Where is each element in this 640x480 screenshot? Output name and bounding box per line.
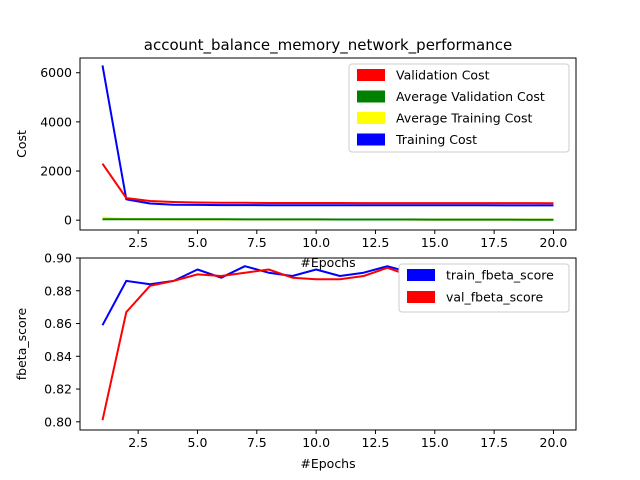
cost-chart-x-tick-label: 12.5 [362,235,390,250]
fbeta-chart-legend-swatch-train-fbeta-score [407,269,435,281]
cost-chart-legend: Validation Cost Average Validation Cost Av… [348,63,570,153]
fbeta-chart-y-tick-label: 0.86 [44,316,72,331]
cost-chart-legend-swatch-training-cost [357,133,385,146]
fbeta-chart: 2.5 5.0 7.5 10.0 12.5 15.0 17.5 20.0 0.800.820.… [14,251,577,471]
cost-chart-x-tick-label: 2.5 [128,235,148,250]
fbeta-chart-x-tick-label: 17.5 [480,435,508,450]
fbeta-chart-x-tick-label: 12.5 [362,435,390,450]
fbeta-chart-y-tick-label: 0.90 [44,251,72,266]
fbeta-chart-y-ticks: 0.80 0.82 0.84 0.86 0.88 0.90 [44,251,80,429]
cost-chart-x-label: #Epochs [300,255,355,270]
cost-chart-line-training-cost [101,65,554,207]
fbeta-chart-x-tick-label: 5.0 [188,435,208,450]
cost-chart-x-tick-label: 15.0 [421,235,449,250]
fbeta-chart-y-label: fbeta_score [14,307,29,380]
fbeta-chart-y-tick-label: 0.80 [44,414,72,429]
fbeta-chart-x-tick-label: 7.5 [247,435,267,450]
cost-chart-line-validation-cost [101,163,554,205]
cost-chart-series [101,65,554,221]
cost-chart: account_balance_memory_network_performan… [14,36,577,270]
cost-chart-y-label: Cost [14,130,29,158]
cost-chart-legend-swatch-average-validation-cost [357,90,385,103]
cost-chart-y-tick-label: 2000 [40,164,72,179]
cost-chart-legend-label-average-validation-cost: Average Validation Cost [396,89,545,104]
cost-chart-line-average-validation-cost [102,218,554,221]
cost-chart-x-tick-label: 7.5 [247,235,267,250]
cost-chart-x-ticks: 2.5 5.0 7.5 10.0 12.5 15.0 17.5 20.0 [128,230,567,250]
cost-chart-x-tick-label: 17.5 [480,235,508,250]
cost-chart-y-ticks: 0 2000 4000 6000 [40,65,80,228]
fbeta-chart-x-ticks: 2.5 5.0 7.5 10.0 12.5 15.0 17.5 20.0 [128,430,567,450]
fbeta-chart-x-label: #Epochs [300,456,355,471]
fbeta-chart-frame [79,257,577,431]
fbeta-chart-legend-label-val-fbeta-score: val_fbeta_score [446,290,544,305]
cost-chart-frame [79,57,577,231]
fbeta-chart-x-tick-label: 2.5 [128,435,148,450]
cost-chart-legend-box [348,63,570,153]
cost-chart-legend-label-validation-cost: Validation Cost [396,68,490,83]
cost-chart-x-tick-label: 10.0 [302,235,330,250]
cost-chart-y-tick-label: 6000 [40,65,72,80]
cost-chart-legend-swatch-average-training-cost [357,112,385,124]
fbeta-chart-y-tick-label: 0.84 [44,349,72,364]
fbeta-chart-x-tick-label: 10.0 [302,435,330,450]
fbeta-chart-legend: train_fbeta_score val_fbeta_score [398,263,570,313]
fbeta-chart-x-tick-label: 15.0 [421,435,449,450]
cost-chart-legend-swatch-validation-cost [357,69,385,81]
cost-chart-x-tick-label: 20.0 [540,235,568,250]
cost-chart-legend-label-training-cost: Training Cost [395,132,477,147]
cost-chart-legend-label-average-training-cost: Average Training Cost [396,111,532,126]
cost-chart-title: account_balance_memory_network_performan… [144,36,512,55]
fbeta-chart-legend-swatch-val-fbeta-score [407,291,435,303]
fbeta-chart-legend-box [398,263,570,313]
cost-chart-x-tick-label: 5.0 [188,235,208,250]
fbeta-chart-legend-label-train-fbeta-score: train_fbeta_score [446,268,554,283]
fbeta-chart-y-tick-label: 0.82 [44,382,72,397]
fbeta-chart-x-tick-label: 20.0 [540,435,568,450]
fbeta-chart-y-tick-label: 0.88 [44,283,72,298]
cost-chart-y-tick-label: 4000 [40,114,72,129]
cost-chart-y-tick-label: 0 [64,213,72,228]
